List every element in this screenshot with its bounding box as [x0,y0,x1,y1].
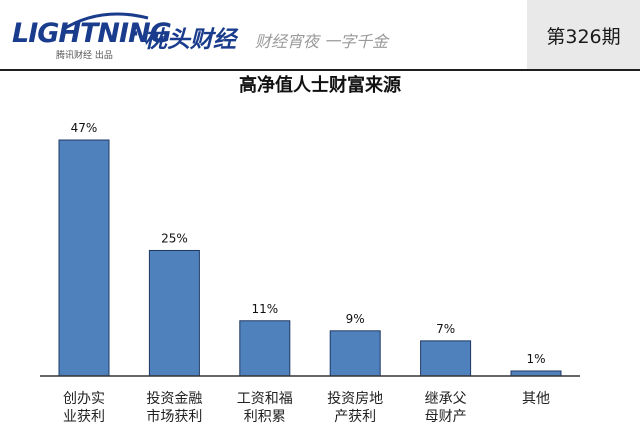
logo-text: LIGHTNING [12,18,172,49]
bar-4 [329,330,381,377]
bar-3 [239,320,291,377]
category-label-4: 投资房地产获利 [327,391,383,424]
brand-separator: · [131,22,140,47]
brand-name: 枕头财经 [144,27,236,53]
lightning-logo: LIGHTNING 腾讯财经 出品 [12,12,172,61]
issue-number: 第326期 [546,26,621,48]
data-label-4: 9% [346,312,365,326]
category-label-1: 创办实业获利 [63,391,105,424]
header: LIGHTNING 腾讯财经 出品 · 枕头财经 财经宵夜 一字千金 第326期 [0,0,640,70]
bar-1 [58,139,110,377]
slogan: 财经宵夜 一字千金 [255,32,389,51]
category-label-3: 工资和福利积累 [237,391,293,424]
header-divider [0,69,640,71]
logo-subtitle: 腾讯财经 出品 [56,51,113,61]
chart-title: 高净值人士财富来源 [239,75,401,96]
issue-badge: 第326期 [527,0,640,69]
bar-5 [420,340,472,377]
bar-2 [148,249,200,377]
data-label-5: 7% [436,322,455,336]
data-label-1: 47% [71,121,98,135]
lightning-swoosh-icon [61,12,149,32]
category-label-5: 继承父母财产 [425,391,467,424]
category-label-6: 其他 [522,391,550,407]
bar-6 [510,370,562,377]
data-label-3: 11% [251,302,278,316]
category-label-2: 投资金融市场获利 [146,391,202,424]
data-label-6: 1% [526,352,545,366]
data-label-2: 25% [161,231,188,245]
